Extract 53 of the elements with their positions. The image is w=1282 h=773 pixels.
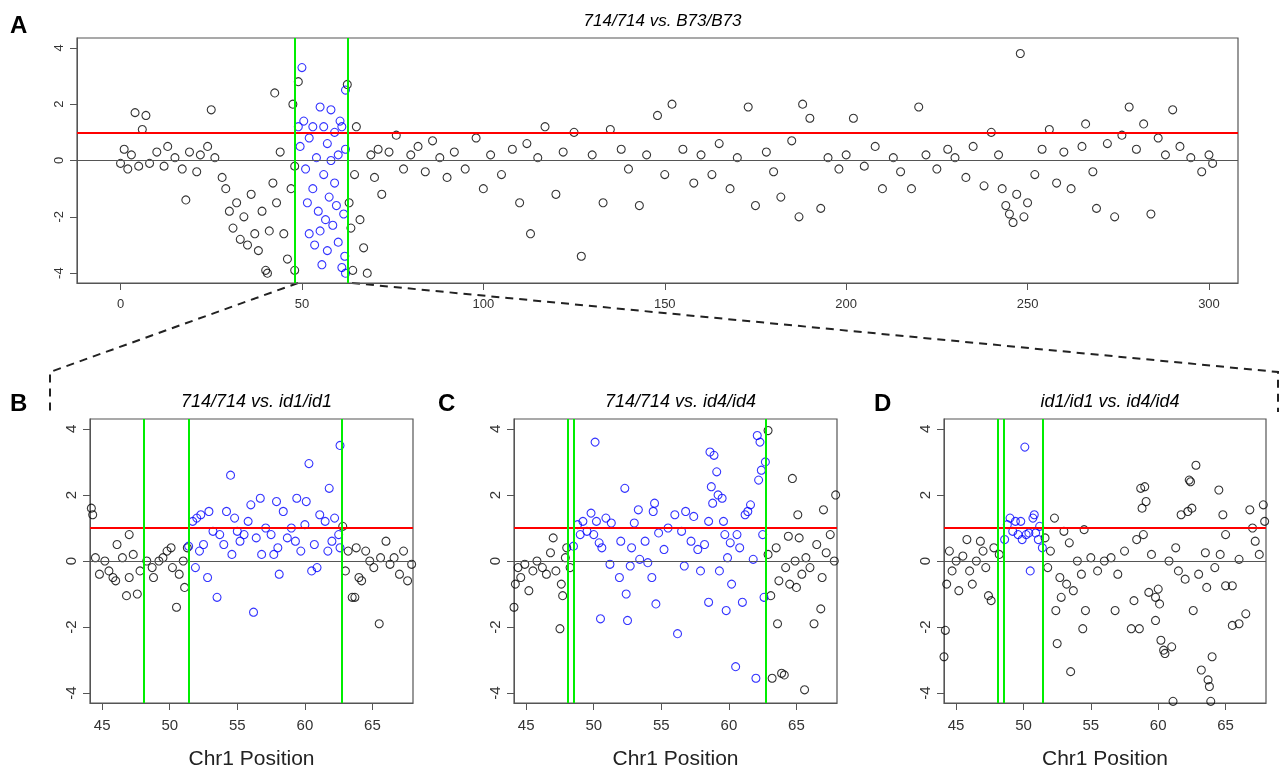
y-tick-label: 2 xyxy=(916,490,933,500)
x-tick-label: 50 xyxy=(294,296,310,311)
x-tick-label: 50 xyxy=(1015,716,1032,733)
chart-title: 714/714 vs. B73/B73 xyxy=(583,11,742,30)
y-tick-label: -2 xyxy=(62,620,79,634)
y-tick-label: 4 xyxy=(62,424,79,434)
x-tick-label: 250 xyxy=(1016,296,1039,311)
text: A xyxy=(10,10,28,38)
x-tick-label: 60 xyxy=(720,716,738,733)
x-tick-label: 60 xyxy=(296,716,314,733)
y-tick-label: -2 xyxy=(486,620,503,634)
y-tick-label: 4 xyxy=(486,424,503,434)
y-tick-label: -4 xyxy=(916,686,933,700)
y-tick-label: 0 xyxy=(51,156,66,165)
chart-title: 714/714 vs. id1/id1 xyxy=(180,391,333,411)
text: D xyxy=(874,388,892,416)
chart-title: id1/id1 vs. id4/id4 xyxy=(1040,391,1180,411)
y-tick-label: 2 xyxy=(486,490,503,500)
x-axis-title: Chr1 Position xyxy=(612,746,739,769)
x-tick-label: 65 xyxy=(364,716,381,733)
y-tick-label: -2 xyxy=(916,620,933,634)
x-axis-title: Chr1 Position xyxy=(1041,746,1169,769)
y-tick-label: -4 xyxy=(486,686,503,700)
x-tick-label: 0 xyxy=(116,296,125,311)
y-tick-label: -4 xyxy=(62,686,79,700)
x-tick-label: 150 xyxy=(653,296,676,311)
x-tick-label: 50 xyxy=(161,716,179,733)
y-tick-label: 4 xyxy=(51,44,66,52)
x-tick-label: 100 xyxy=(472,296,495,311)
y-tick-label: 0 xyxy=(62,556,79,566)
text: C xyxy=(438,388,456,416)
text: B xyxy=(10,388,28,416)
x-tick-label: 45 xyxy=(93,716,111,733)
x-tick-label: 45 xyxy=(947,716,965,733)
x-tick-label: 300 xyxy=(1198,296,1220,311)
x-tick-label: 60 xyxy=(1149,716,1167,733)
y-tick-label: 0 xyxy=(486,556,503,566)
x-tick-label: 50 xyxy=(585,716,603,733)
x-tick-label: 55 xyxy=(228,716,246,733)
chart-title: 714/714 vs. id4/id4 xyxy=(604,391,757,411)
x-tick-label: 65 xyxy=(1217,716,1234,733)
y-tick-label: 0 xyxy=(916,556,933,566)
x-tick-label: 200 xyxy=(835,296,858,311)
y-tick-label: 4 xyxy=(916,424,933,434)
y-tick-label: -2 xyxy=(51,211,66,223)
x-tick-label: 55 xyxy=(1082,716,1100,733)
x-tick-label: 55 xyxy=(652,716,670,733)
y-tick-label: -4 xyxy=(51,267,66,279)
x-tick-label: 45 xyxy=(517,716,535,733)
x-tick-label: 65 xyxy=(788,716,805,733)
y-tick-label: 2 xyxy=(62,490,79,500)
x-axis-title: Chr1 Position xyxy=(188,746,315,769)
y-tick-label: 2 xyxy=(51,100,66,108)
